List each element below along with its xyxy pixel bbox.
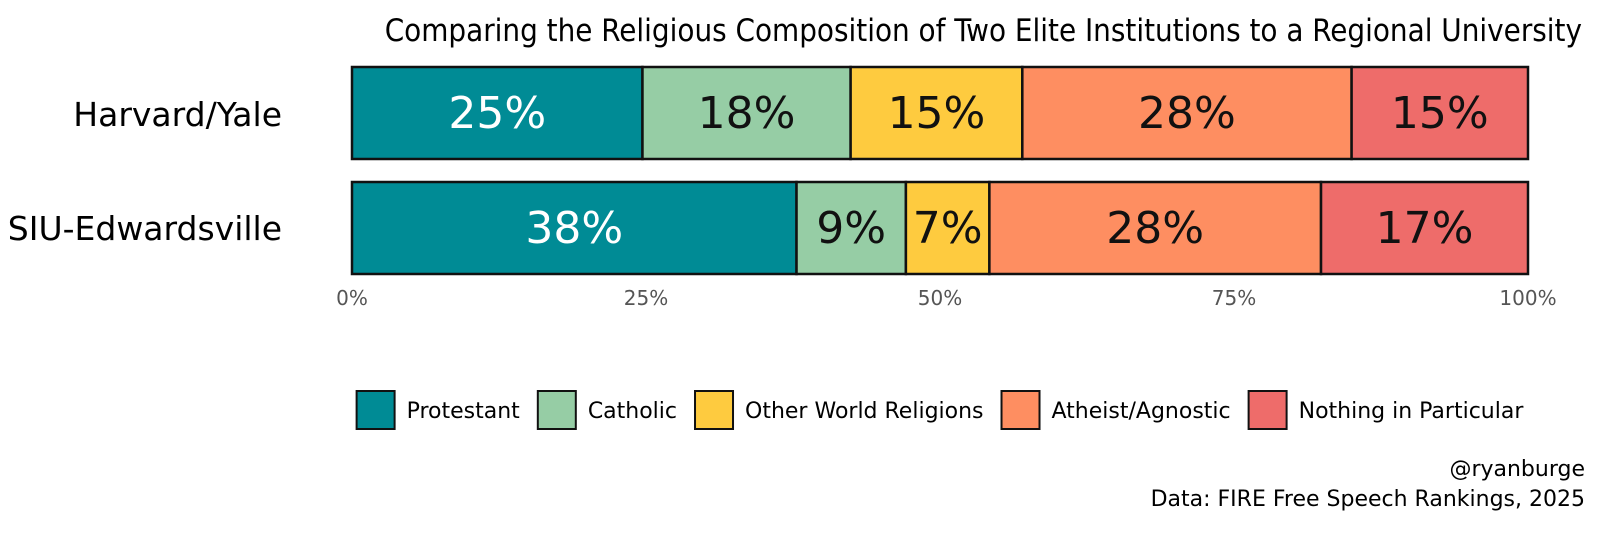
caption-source: Data: FIRE Free Speech Rankings, 2025 [1151, 487, 1585, 512]
legend-label-catholic: Catholic [588, 399, 677, 424]
data-label-siu-edwardsville-atheist-agnostic: 28% [1106, 203, 1204, 254]
data-label-harvard-yale-other-world-religions: 15% [888, 88, 986, 139]
bar-siu-edwardsville-catholic [795, 180, 908, 276]
bar-harvard-yale-nothing-in-particular [1350, 65, 1530, 161]
bar-harvard-yale-protestant [350, 65, 644, 161]
data-label-siu-edwardsville-nothing-in-particular: 17% [1376, 203, 1474, 254]
stacked-bars [350, 65, 1530, 276]
data-label-siu-edwardsville-other-world-religions: 7% [913, 203, 983, 254]
bar-siu-edwardsville-protestant [350, 180, 798, 276]
category-label-siu-edwardsville: SIU-Edwardsville [8, 209, 282, 248]
data-label-siu-edwardsville-protestant: 38% [525, 203, 623, 254]
caption-handle: @ryanburge [1449, 457, 1585, 482]
legend-key-other-world-religions [694, 390, 735, 430]
legend-key-catholic [536, 390, 577, 430]
legend-label-protestant: Protestant [407, 399, 521, 424]
x-tick-label: 50% [918, 286, 962, 310]
legend-key-protestant [355, 390, 396, 430]
legend-label-other-world-religions: Other World Religions [745, 399, 984, 424]
bar-siu-edwardsville-atheist-agnostic [988, 180, 1323, 276]
x-tick-label: 25% [624, 286, 668, 310]
x-tick-label: 0% [336, 286, 368, 310]
data-label-harvard-yale-nothing-in-particular: 15% [1391, 88, 1489, 139]
bar-harvard-yale-other-world-religions [849, 65, 1024, 161]
x-axis-ticks: 0% 25% 50% 75% 100% [336, 286, 1556, 310]
x-tick-label: 100% [1499, 286, 1556, 310]
bar-siu-edwardsville-other-world-religions [904, 180, 991, 276]
category-label-harvard-yale: Harvard/Yale [73, 95, 282, 134]
bar-harvard-yale-catholic [641, 65, 852, 161]
legend-label-nothing-in-particular: Nothing in Particular [1299, 399, 1525, 424]
data-label-harvard-yale-atheist-agnostic: 28% [1138, 88, 1236, 139]
chart-title: Comparing the Religious Composition of T… [385, 13, 1582, 49]
data-label-siu-edwardsville-catholic: 9% [816, 203, 886, 254]
legend-label-atheist-agnostic: Atheist/Agnostic [1052, 399, 1231, 424]
x-tick-label: 75% [1212, 286, 1256, 310]
data-label-harvard-yale-protestant: 25% [448, 88, 546, 139]
legend: Protestant Catholic Other World Religions A… [355, 390, 1525, 430]
bar-siu-edwardsville-nothing-in-particular [1319, 180, 1530, 276]
segment-labels: 25% 18% 15% 28% 15% 38% 9% 7% 28% 17% [448, 88, 1488, 254]
legend-key-nothing-in-particular [1247, 390, 1288, 430]
legend-key-atheist-agnostic [1000, 390, 1041, 430]
data-label-harvard-yale-catholic: 18% [698, 88, 796, 139]
